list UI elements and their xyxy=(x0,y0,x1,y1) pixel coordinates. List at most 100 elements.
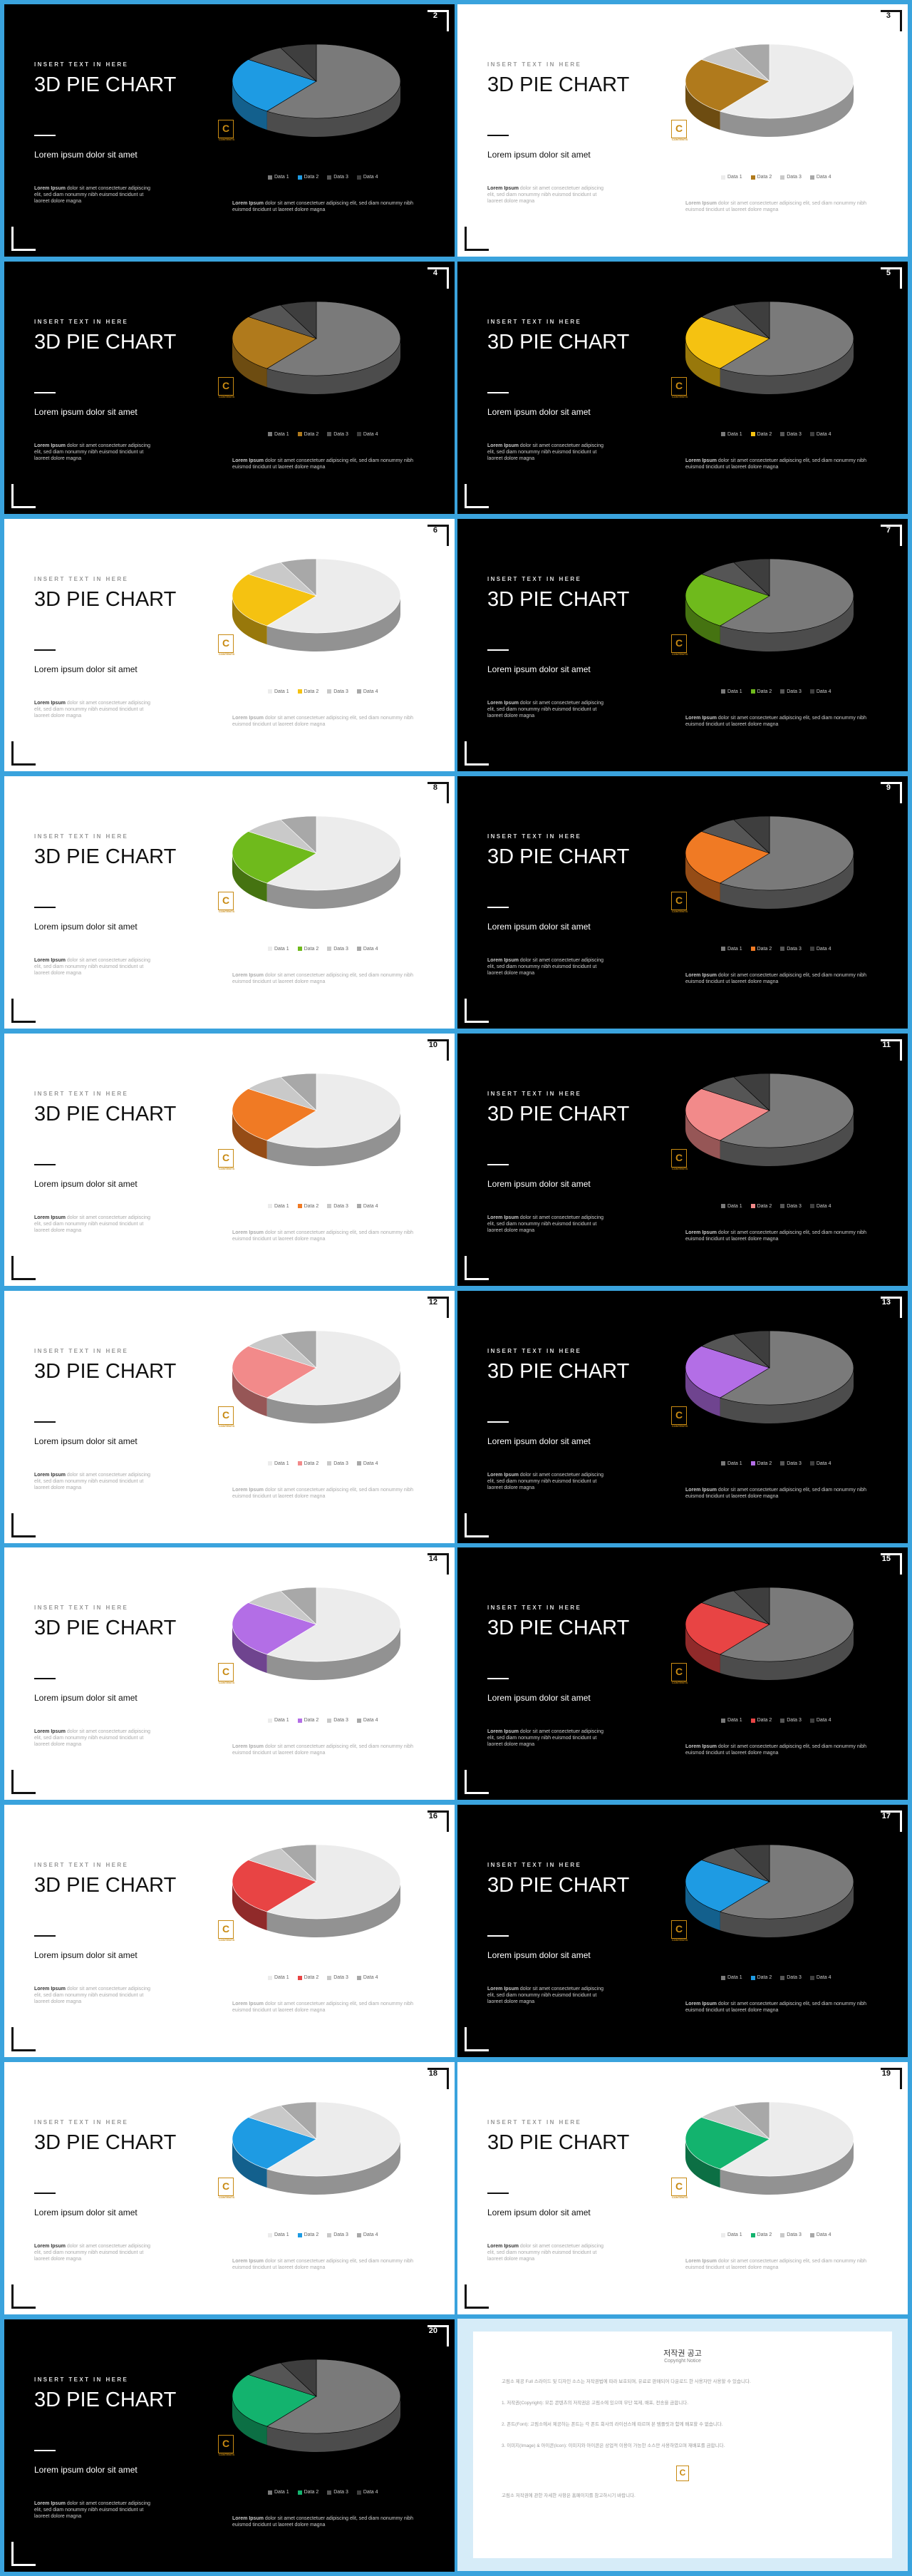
legend-item: Data 1 xyxy=(721,1204,742,1209)
page-number: 2 xyxy=(432,11,437,20)
legend-label: Data 3 xyxy=(333,1718,348,1724)
corner-bracket-top-right xyxy=(428,10,449,31)
logo-letter: C xyxy=(222,2438,230,2450)
legend-label: Data 4 xyxy=(816,689,831,694)
body-text-bold: Lorem Ipsum xyxy=(232,201,264,206)
legend-item: Data 2 xyxy=(750,2232,772,2237)
corner-bracket-top-right xyxy=(428,1553,449,1575)
page-number: 15 xyxy=(881,1555,891,1564)
pie-slice-side-2 xyxy=(232,81,267,130)
slide-3: 3 INSERT TEXT IN HERE 3D PIE CHART Lorem ip… xyxy=(457,4,908,257)
side-note-text: dolor sit amet consectetuer adipiscing e… xyxy=(34,957,151,976)
body-text: Lorem Ipsum dolor sit amet consectetuer … xyxy=(685,1230,885,1242)
legend-swatch xyxy=(268,1461,272,1465)
legend-label: Data 4 xyxy=(816,1460,831,1466)
body-text-rest: dolor sit amet consectetuer adipiscing e… xyxy=(685,1487,867,1499)
legend-item: Data 3 xyxy=(780,1975,802,1980)
logo-letter: C xyxy=(675,1666,683,1678)
body-text-rest: dolor sit amet consectetuer adipiscing e… xyxy=(232,201,414,212)
pie-slice-2 xyxy=(685,1345,770,1398)
side-note-bold: Lorem Ipsum xyxy=(487,1987,519,1992)
pie-chart xyxy=(232,301,401,394)
body-text-rest: dolor sit amet consectetuer adipiscing e… xyxy=(232,2516,414,2528)
legend-label: Data 1 xyxy=(274,1203,289,1209)
legend-swatch xyxy=(327,1204,332,1209)
body-text-bold: Lorem Ipsum xyxy=(232,458,264,463)
legend-swatch xyxy=(780,2232,785,2237)
corner-bracket-top-right xyxy=(881,1553,902,1575)
pie-slice-4 xyxy=(280,43,317,82)
legend-label: Data 4 xyxy=(816,1975,831,1981)
legend-swatch xyxy=(809,1204,814,1209)
body-text: Lorem Ipsum dolor sit amet consectetuer … xyxy=(232,715,432,728)
legend-swatch xyxy=(327,2232,332,2237)
legend-item: Data 2 xyxy=(750,1461,772,1466)
legend-item: Data 3 xyxy=(780,1461,802,1466)
legend-label: Data 4 xyxy=(363,689,378,694)
legend-swatch xyxy=(327,1975,332,1980)
pie-slice-4 xyxy=(733,558,770,597)
legend-label: Data 4 xyxy=(816,431,831,437)
body-text-rest: dolor sit amet consectetuer adipiscing e… xyxy=(685,1230,867,1242)
legend-swatch xyxy=(297,1461,302,1465)
side-note: Lorem Ipsum dolor sit amet consectetuer … xyxy=(34,443,155,462)
side-note-bold: Lorem Ipsum xyxy=(34,2244,66,2250)
pie-slice-side-1 xyxy=(720,2139,854,2195)
side-note: Lorem Ipsum dolor sit amet consectetuer … xyxy=(34,185,155,205)
pie-slice-side-2 xyxy=(685,1882,720,1931)
pie-chart xyxy=(232,2359,401,2453)
body-text-bold: Lorem Ipsum xyxy=(685,2259,717,2265)
pie-chart xyxy=(685,1073,854,1166)
legend-swatch xyxy=(268,2490,272,2495)
slide-subtitle: Lorem ipsum dolor sit amet xyxy=(34,664,138,674)
legend-swatch xyxy=(809,432,814,437)
eyebrow-text: INSERT TEXT IN HERE xyxy=(487,1347,582,1354)
legend-swatch xyxy=(721,947,725,952)
pie-slice-2 xyxy=(232,2374,317,2427)
legend-item: Data 4 xyxy=(809,1204,831,1209)
legend-label: Data 3 xyxy=(787,175,802,180)
slide-title: 3D PIE CHART xyxy=(487,1359,630,1383)
page-number: 10 xyxy=(428,1040,437,1049)
body-text-bold: Lorem Ipsum xyxy=(685,972,717,978)
pie-slice-side-2 xyxy=(232,338,267,387)
chart-legend: Data 1 Data 2 Data 3 Data 4 xyxy=(268,1461,378,1466)
side-note-text: dolor sit amet consectetuer adipiscing e… xyxy=(487,443,604,461)
slide-title: 3D PIE CHART xyxy=(34,1874,177,1897)
logo-caption: CONTENTS xyxy=(219,1681,234,1685)
body-text: Lorem Ipsum dolor sit amet consectetuer … xyxy=(685,1743,885,1756)
legend-label: Data 3 xyxy=(333,2490,348,2495)
logo-letter: C xyxy=(222,894,230,906)
contents-logo-icon: C CONTENTS xyxy=(218,891,234,913)
legend-item: Data 2 xyxy=(297,2232,318,2237)
title-divider xyxy=(487,2193,509,2195)
body-text-bold: Lorem Ipsum xyxy=(685,715,717,721)
legend-swatch xyxy=(297,175,302,180)
legend-item: Data 2 xyxy=(297,175,318,180)
legend-label: Data 1 xyxy=(727,1203,742,1209)
legend-swatch xyxy=(809,947,814,952)
chart-legend: Data 1 Data 2 Data 3 Data 4 xyxy=(268,432,378,437)
corner-bracket-top-right xyxy=(881,524,902,546)
chart-legend: Data 1 Data 2 Data 3 Data 4 xyxy=(721,175,831,180)
contents-logo-icon: C CONTENTS xyxy=(218,2178,234,2199)
legend-label: Data 1 xyxy=(274,175,289,180)
pie-slice-2 xyxy=(685,830,770,884)
legend-label: Data 3 xyxy=(787,1718,802,1724)
copyright-paragraph: 1. 저작권(Copyright): 모든 콘텐츠의 저작권은 고림소에 있으며… xyxy=(502,2401,688,2406)
corner-bracket-bottom-left xyxy=(465,2027,489,2052)
side-note-text: dolor sit amet consectetuer adipiscing e… xyxy=(487,186,604,204)
side-note-bold: Lorem Ipsum xyxy=(34,1215,66,1220)
body-text-bold: Lorem Ipsum xyxy=(685,1230,717,1235)
legend-swatch xyxy=(809,1718,814,1723)
logo-caption: CONTENTS xyxy=(219,1938,234,1942)
legend-swatch xyxy=(750,1204,755,1209)
legend-item: Data 1 xyxy=(721,2232,742,2237)
legend-item: Data 4 xyxy=(809,689,831,694)
logo-caption: CONTENTS xyxy=(672,909,688,913)
legend-label: Data 1 xyxy=(727,689,742,694)
copyright-logo: C xyxy=(676,2466,689,2481)
eyebrow-text: INSERT TEXT IN HERE xyxy=(34,1090,129,1097)
logo-letter: C xyxy=(222,1408,230,1421)
